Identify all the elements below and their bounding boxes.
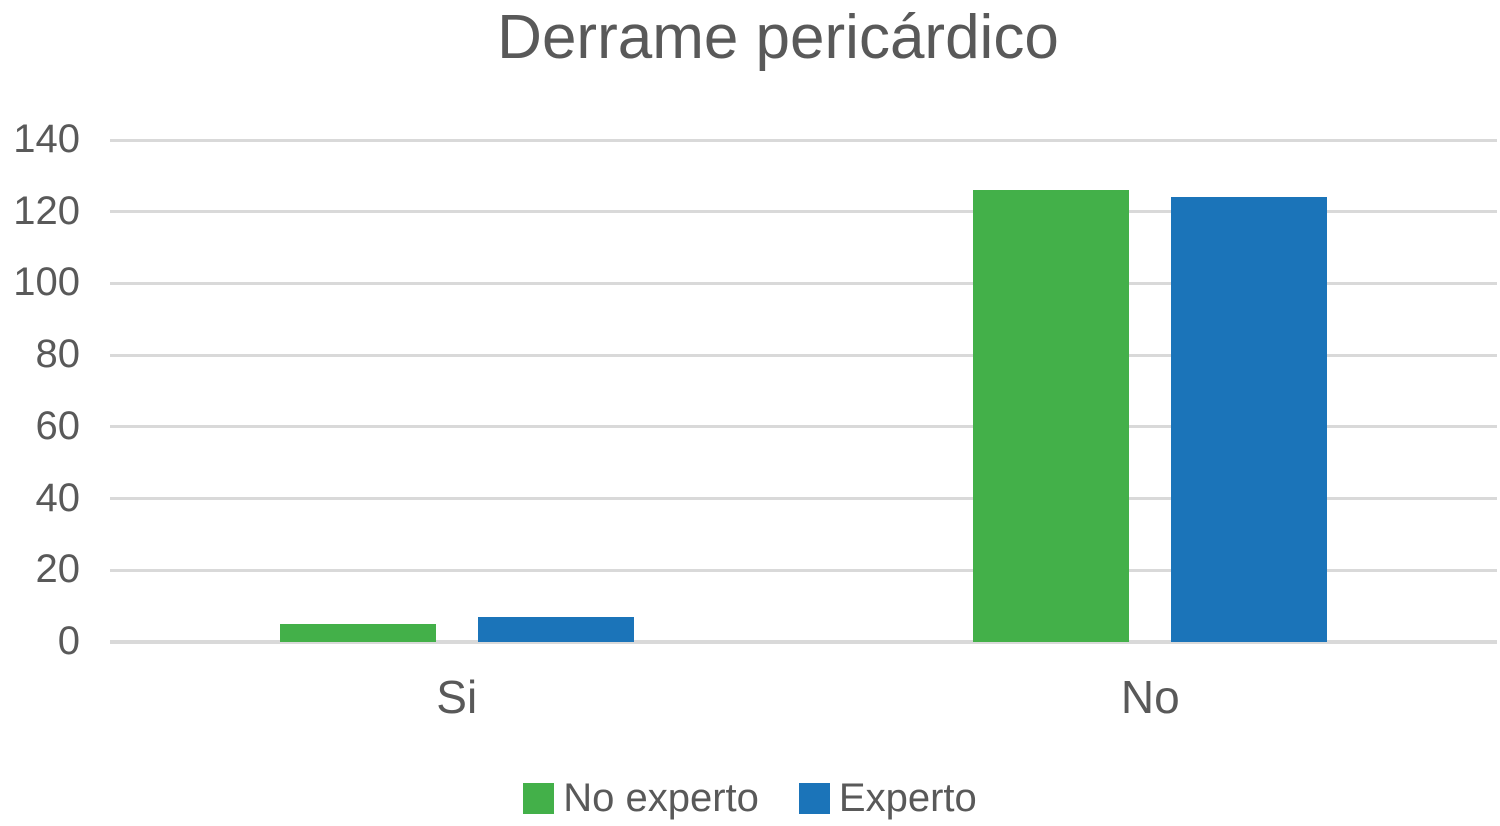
gridline-80	[110, 353, 1497, 357]
y-axis-tick-80: 80	[35, 332, 81, 377]
legend-swatch-no-experto	[523, 782, 555, 814]
y-axis-tick-100: 100	[13, 260, 80, 305]
plot-area	[110, 138, 1497, 644]
legend: No experto Experto	[0, 778, 1500, 818]
bar-no-no-experto	[973, 190, 1130, 642]
y-axis-tick-20: 20	[35, 547, 81, 592]
gridline-120	[110, 210, 1497, 214]
chart-title: Derrame pericárdico	[497, 3, 1059, 72]
legend-label-experto: Experto	[838, 776, 977, 820]
y-axis-tick-60: 60	[35, 404, 81, 449]
bar-si-no-experto	[279, 624, 436, 642]
legend-item-experto: Experto	[798, 776, 977, 820]
legend-label-no-experto: No experto	[563, 776, 759, 820]
x-axis-label-no: No	[1120, 671, 1180, 723]
bar-si-experto	[477, 616, 634, 642]
y-axis-tick-0: 0	[57, 619, 80, 664]
y-axis-tick-40: 40	[35, 475, 81, 520]
x-axis-label-si: Si	[436, 671, 478, 723]
gridline-60	[110, 425, 1497, 429]
gridline-100	[110, 281, 1497, 285]
y-axis-tick-120: 120	[13, 188, 80, 233]
gridline-0	[110, 640, 1497, 644]
gridline-40	[110, 497, 1497, 501]
legend-swatch-experto	[798, 782, 830, 814]
legend-item-no-experto: No experto	[523, 778, 759, 818]
gridline-140	[110, 138, 1497, 142]
y-axis-tick-140: 140	[13, 117, 80, 162]
gridline-20	[110, 568, 1497, 572]
bar-no-experto	[1171, 197, 1328, 642]
